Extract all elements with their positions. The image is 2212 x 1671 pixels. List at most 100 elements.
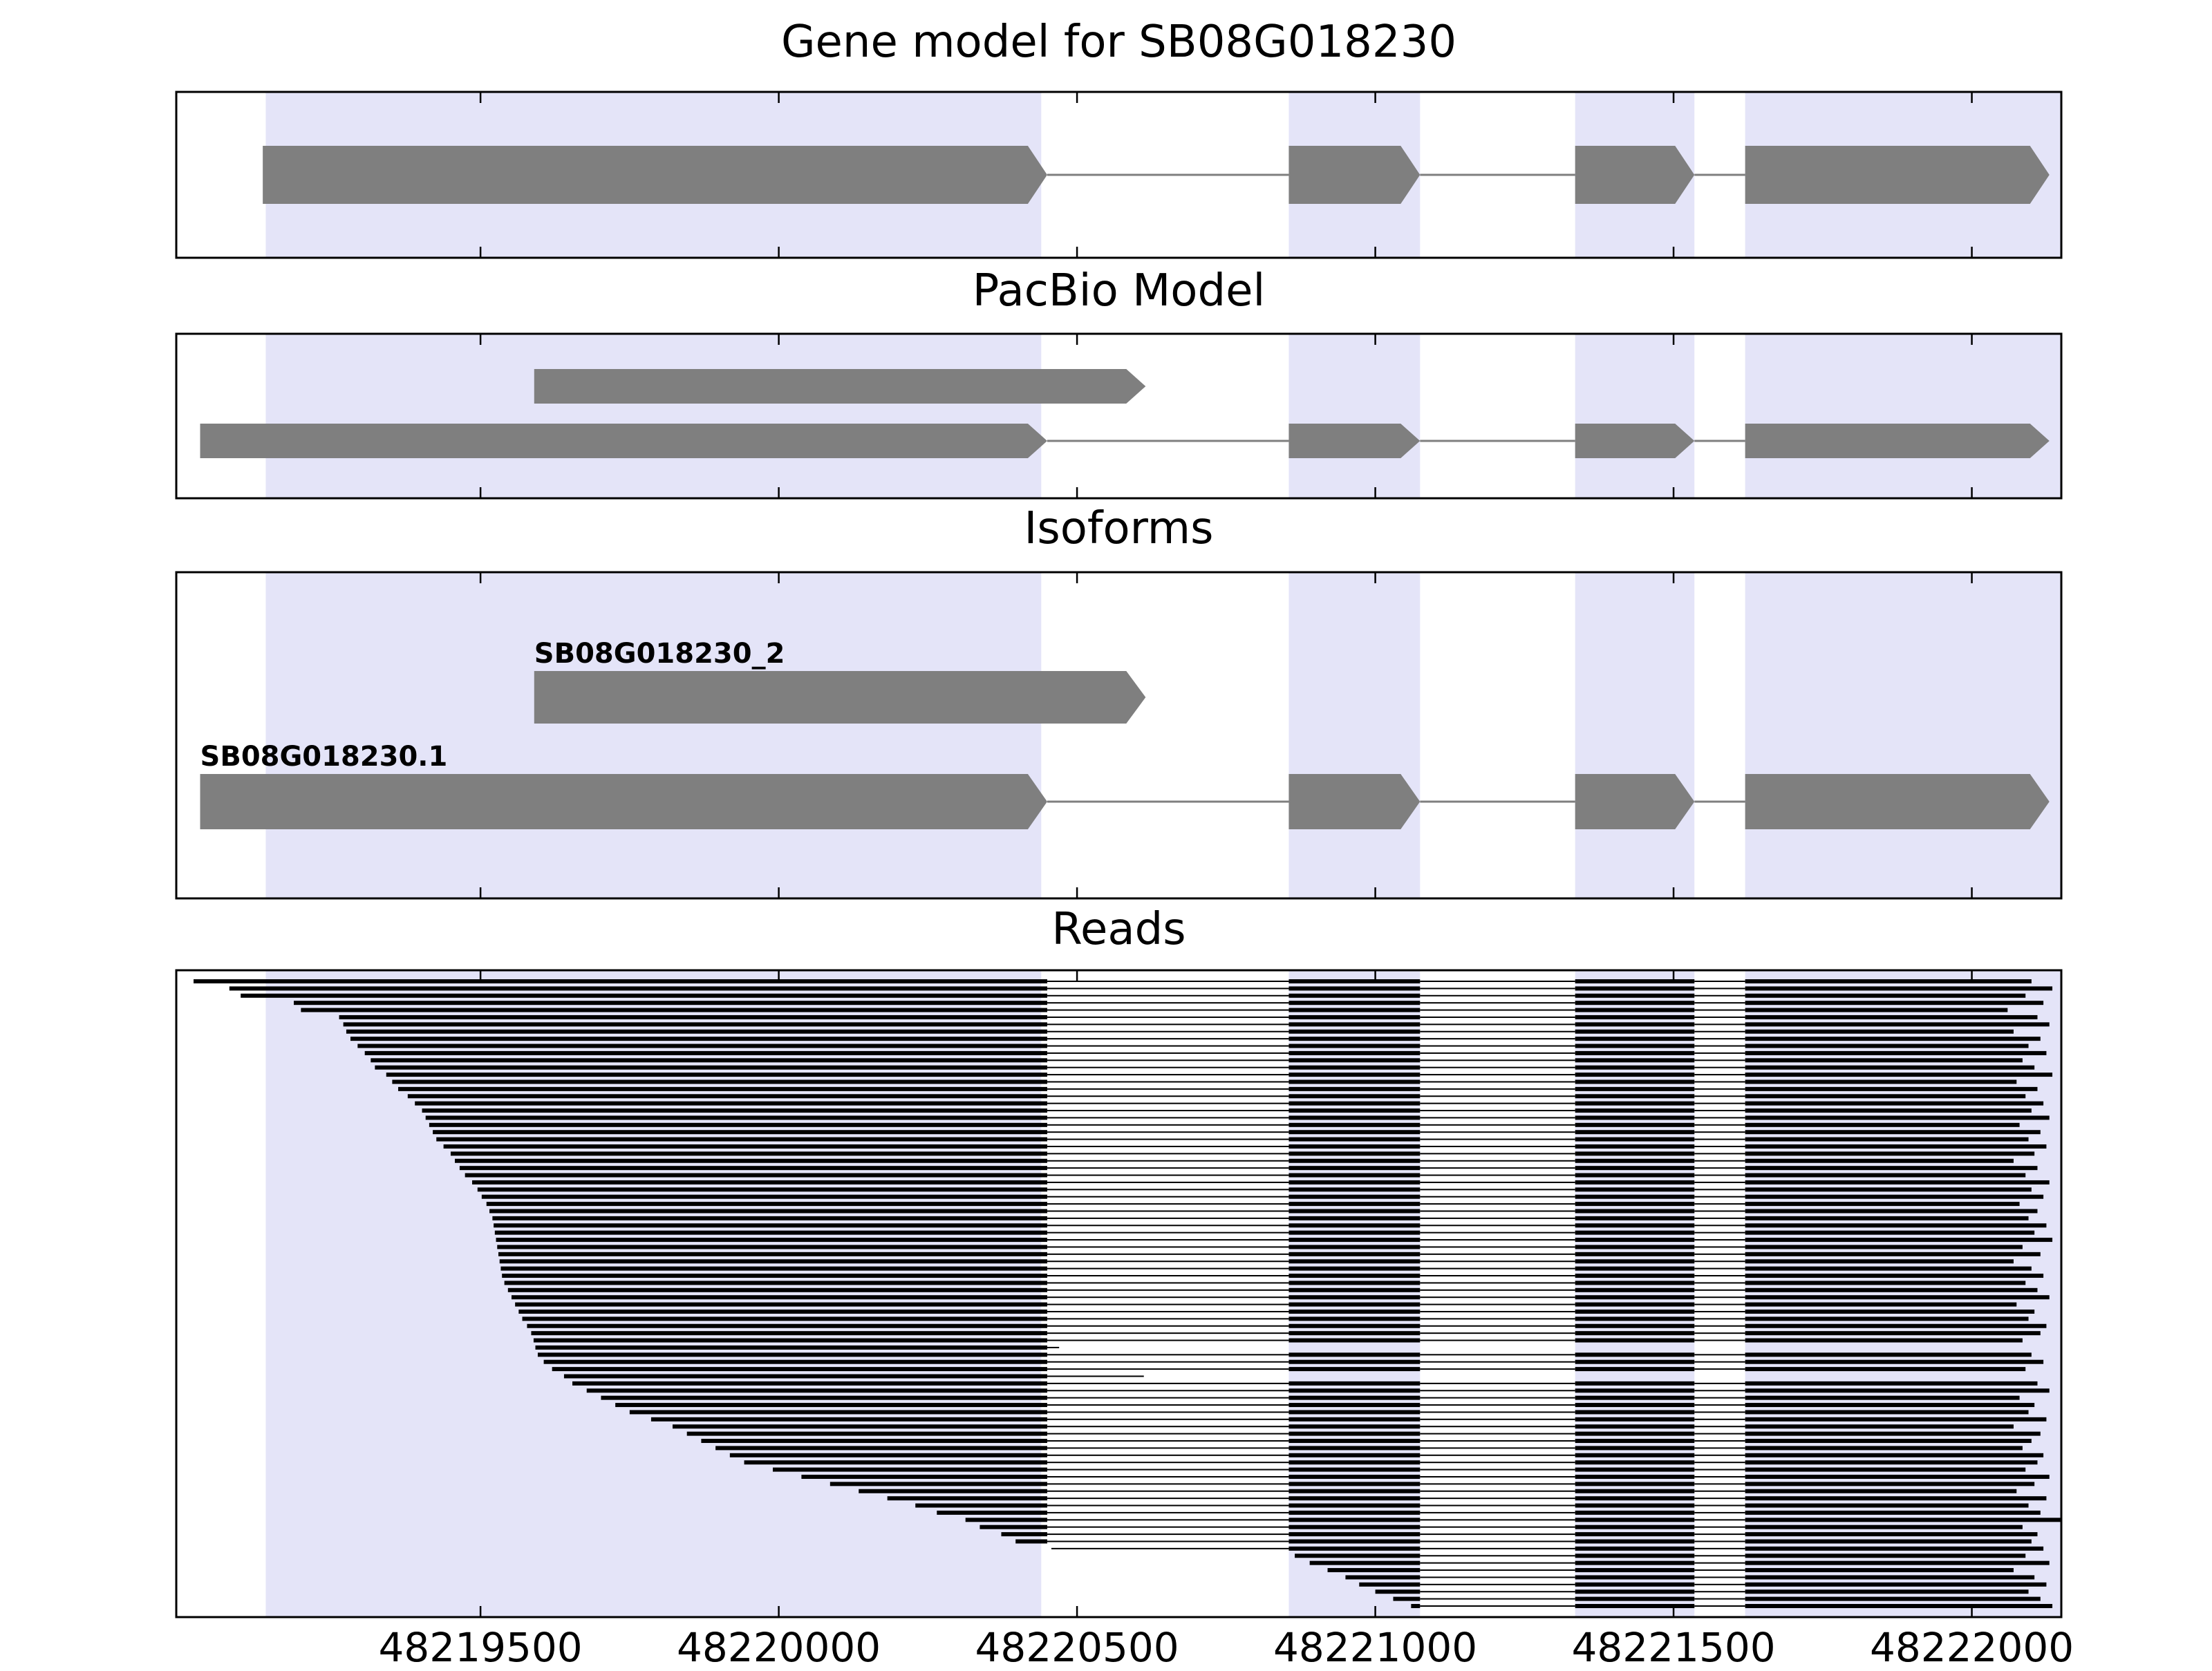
read-segment <box>1575 1338 1695 1343</box>
read-intron-gap-line <box>1420 1275 1575 1277</box>
read-segment <box>1745 1424 2014 1429</box>
read-intron-gap-line <box>1420 1016 1575 1018</box>
read-intron-gap-line <box>1694 1023 1745 1026</box>
read-segment <box>1575 1474 1695 1479</box>
read-segment <box>429 1122 1047 1127</box>
read-segment <box>1745 1281 2026 1285</box>
read-intron-gap-line <box>1694 1210 1745 1212</box>
read-segment <box>1745 1014 2038 1019</box>
read-segment <box>1745 1395 2020 1400</box>
exon-shade-region <box>1745 334 2061 498</box>
read-intron-gap-line <box>1047 1160 1289 1162</box>
read-segment <box>1375 1589 1421 1594</box>
read-segment <box>1745 1144 2047 1149</box>
read-segment <box>1288 1252 1421 1256</box>
read-intron-gap-line <box>1694 1081 1745 1083</box>
read-segment <box>1575 1367 1695 1372</box>
read-intron-gap-line <box>1694 1275 1745 1277</box>
read-segment <box>1575 1352 1695 1357</box>
read-segment <box>1745 1130 2041 1135</box>
read-segment <box>1288 1539 1421 1544</box>
read-segment <box>1288 1274 1421 1278</box>
read-segment <box>1575 1058 1695 1063</box>
read-intron-gap-line <box>1694 1002 1745 1004</box>
read-intron-gap-line <box>1694 1569 1745 1571</box>
read-segment <box>1575 1467 1695 1472</box>
read-segment <box>1288 1424 1421 1429</box>
read-segment <box>1575 1151 1695 1156</box>
read-segment <box>398 1086 1047 1091</box>
read-segment <box>1745 1108 2032 1113</box>
read-segment <box>1288 1417 1421 1422</box>
read-intron-gap-line <box>1420 1246 1575 1248</box>
read-segment <box>1288 1166 1421 1171</box>
read-segment <box>1745 1202 2020 1207</box>
read-segment <box>422 1108 1047 1113</box>
read-segment <box>1745 1137 2029 1142</box>
read-intron-gap-line <box>1047 1447 1289 1449</box>
read-segment <box>527 1323 1047 1328</box>
read-segment <box>1288 1216 1421 1220</box>
read-intron-gap-line <box>1420 1368 1575 1370</box>
read-intron-gap-line <box>1420 1095 1575 1097</box>
read-segment <box>1745 1180 2050 1184</box>
read-intron-gap-line <box>1420 1231 1575 1234</box>
read-segment <box>1575 1560 1695 1565</box>
read-intron-gap-line <box>1420 1145 1575 1147</box>
read-intron-gap-line <box>1047 1045 1289 1047</box>
read-segment <box>1575 1001 1695 1006</box>
read-segment <box>1575 1539 1695 1544</box>
read-intron-gap-line <box>1694 1404 1745 1406</box>
read-segment <box>1288 1073 1421 1077</box>
read-intron-gap-line <box>1047 1117 1289 1119</box>
read-intron-gap-line <box>1420 1511 1575 1513</box>
read-intron-gap-line <box>1694 1354 1745 1356</box>
read-intron-gap-line <box>1420 1167 1575 1169</box>
read-intron-gap-line <box>1047 1102 1289 1104</box>
read-segment <box>1288 1460 1421 1465</box>
read-intron-gap-line <box>1420 1397 1575 1399</box>
read-intron-gap-line <box>1420 1490 1575 1492</box>
read-segment <box>1745 1467 2026 1472</box>
read-intron-gap-line <box>1420 1418 1575 1420</box>
x-tick-label: 48221000 <box>1273 1624 1478 1671</box>
read-intron-gap-line <box>1694 1203 1745 1205</box>
read-segment <box>1288 1482 1421 1486</box>
read-intron-gap-line <box>1047 1303 1289 1305</box>
read-segment <box>1745 1115 2050 1120</box>
read-segment <box>1745 1403 2035 1408</box>
read-segment <box>1745 1187 2032 1192</box>
read-segment <box>375 1065 1047 1070</box>
read-intron-gap-line <box>1694 1433 1745 1435</box>
read-segment <box>1575 1395 1695 1400</box>
read-intron-gap-line <box>1047 1310 1289 1312</box>
read-segment <box>1575 1137 1695 1142</box>
read-segment <box>1288 1295 1421 1300</box>
read-segment <box>1288 1439 1421 1444</box>
exon-arrow <box>1288 774 1421 829</box>
read-intron-gap-line <box>1047 1225 1289 1227</box>
exon-shade-region <box>265 334 1042 498</box>
read-intron-gap-line <box>1420 1066 1575 1068</box>
read-segment <box>1288 1287 1421 1292</box>
read-segment <box>744 1460 1047 1465</box>
read-segment <box>1745 1245 2023 1249</box>
read-segment <box>1745 1439 2032 1444</box>
read-segment <box>1575 1431 1695 1436</box>
read-segment <box>1745 1223 2047 1228</box>
read-segment <box>1575 1079 1695 1084</box>
read-intron-gap-line <box>1694 1052 1745 1054</box>
read-segment <box>1288 1510 1421 1515</box>
read-intron-gap-line <box>1047 1282 1289 1284</box>
read-intron-gap-line <box>1694 1310 1745 1312</box>
read-segment <box>1575 986 1695 991</box>
read-segment <box>518 1309 1047 1314</box>
read-intron-gap-line <box>1694 1303 1745 1305</box>
read-segment <box>1745 1489 2017 1493</box>
read-intron-gap-line <box>1420 994 1575 997</box>
read-segment <box>1575 1482 1695 1486</box>
read-intron-gap-line <box>1694 1605 1745 1607</box>
read-segment <box>1575 1388 1695 1393</box>
read-intron-gap-line <box>1694 1504 1745 1507</box>
read-segment <box>1745 1230 2035 1235</box>
